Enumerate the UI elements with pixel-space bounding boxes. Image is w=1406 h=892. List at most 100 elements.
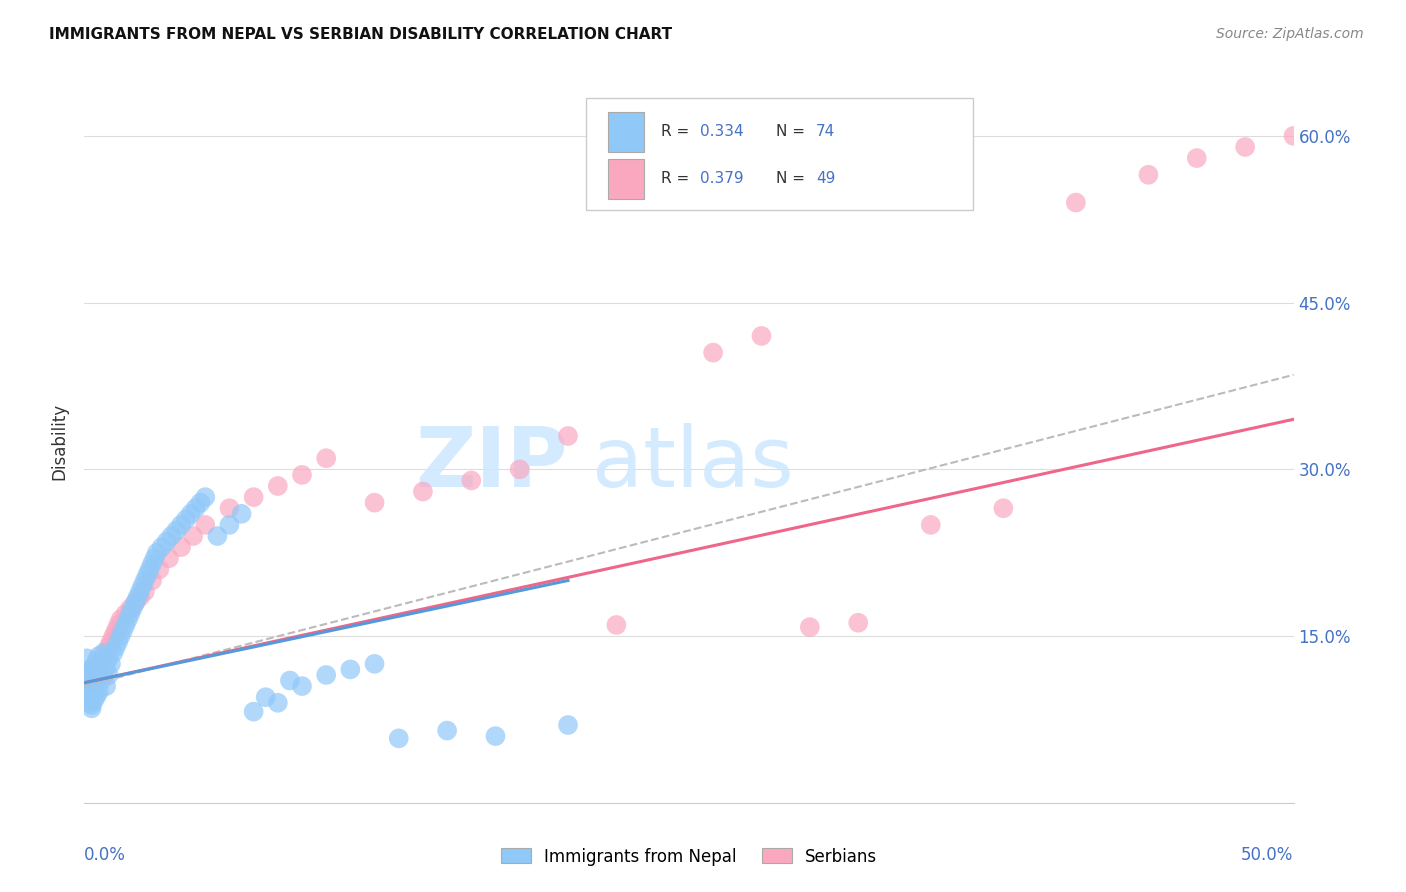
Point [80, 701, 103, 715]
Point [93, 646, 115, 660]
Point [920, 517, 942, 532]
Point [174, 512, 197, 526]
Point [180, 507, 202, 521]
Point [267, 696, 290, 710]
Point [77, 696, 100, 710]
Point [242, 490, 264, 504]
Point [104, 640, 127, 655]
Point [86, 671, 108, 685]
Point [799, 620, 821, 634]
Point [110, 612, 132, 626]
Text: R =: R = [661, 125, 695, 139]
Point [86, 689, 108, 703]
Point [121, 601, 143, 615]
Point [110, 629, 132, 643]
FancyBboxPatch shape [586, 98, 973, 211]
Point [242, 705, 264, 719]
Point [124, 596, 146, 610]
Point [605, 618, 627, 632]
Point [76, 668, 98, 682]
Point [80, 682, 103, 697]
Point [148, 562, 170, 576]
Point [87, 649, 110, 664]
Point [315, 668, 337, 682]
Point [100, 634, 122, 648]
Point [90, 657, 112, 671]
Point [184, 501, 207, 516]
Point [138, 562, 160, 576]
Point [129, 584, 152, 599]
Text: 49: 49 [815, 171, 835, 186]
Point [150, 540, 173, 554]
Point [412, 484, 434, 499]
Point [170, 540, 193, 554]
Point [181, 529, 204, 543]
Point [87, 684, 110, 698]
Y-axis label: Disability: Disability [51, 403, 69, 480]
Point [83, 662, 105, 676]
Point [90, 673, 112, 688]
Point [557, 718, 579, 732]
Point [170, 517, 193, 532]
Point [114, 607, 136, 621]
Point [751, 329, 773, 343]
Point [218, 517, 240, 532]
Point [94, 646, 117, 660]
Text: ZIP: ZIP [416, 423, 568, 504]
Point [363, 496, 385, 510]
Point [291, 467, 314, 482]
FancyBboxPatch shape [607, 112, 644, 152]
Point [160, 529, 183, 543]
Point [127, 590, 149, 604]
Point [80, 698, 103, 712]
Point [194, 490, 217, 504]
Point [94, 679, 117, 693]
Point [278, 673, 301, 688]
Text: 74: 74 [815, 125, 835, 139]
Point [77, 679, 100, 693]
Point [654, 156, 676, 170]
Point [117, 612, 139, 626]
Point [131, 579, 153, 593]
Point [190, 496, 212, 510]
Point [155, 534, 177, 549]
Text: IMMIGRANTS FROM NEPAL VS SERBIAN DISABILITY CORRELATION CHART: IMMIGRANTS FROM NEPAL VS SERBIAN DISABIL… [49, 27, 672, 42]
Point [194, 517, 217, 532]
Point [103, 629, 125, 643]
Point [129, 590, 152, 604]
Point [134, 574, 156, 588]
Point [77, 662, 100, 676]
Point [993, 501, 1015, 516]
Point [120, 607, 142, 621]
Point [315, 451, 337, 466]
Point [460, 474, 482, 488]
Text: N =: N = [776, 171, 810, 186]
Point [94, 660, 117, 674]
Text: 0.334: 0.334 [700, 125, 744, 139]
Point [90, 657, 112, 671]
Point [484, 729, 506, 743]
Legend: Immigrants from Nepal, Serbians: Immigrants from Nepal, Serbians [492, 839, 886, 874]
Point [1137, 168, 1160, 182]
Point [80, 675, 103, 690]
Point [97, 668, 120, 682]
Point [157, 551, 180, 566]
Point [114, 618, 136, 632]
Point [557, 429, 579, 443]
Point [97, 651, 120, 665]
Point [76, 651, 98, 665]
Point [136, 568, 159, 582]
Point [207, 529, 229, 543]
Point [87, 668, 110, 682]
Point [1064, 195, 1087, 210]
Point [107, 634, 129, 648]
Text: 50.0%: 50.0% [1241, 847, 1294, 864]
Point [93, 651, 115, 665]
Point [76, 673, 98, 688]
Point [363, 657, 385, 671]
Point [134, 584, 156, 599]
FancyBboxPatch shape [607, 159, 644, 199]
Point [1234, 140, 1257, 154]
Point [846, 615, 869, 630]
Point [436, 723, 458, 738]
